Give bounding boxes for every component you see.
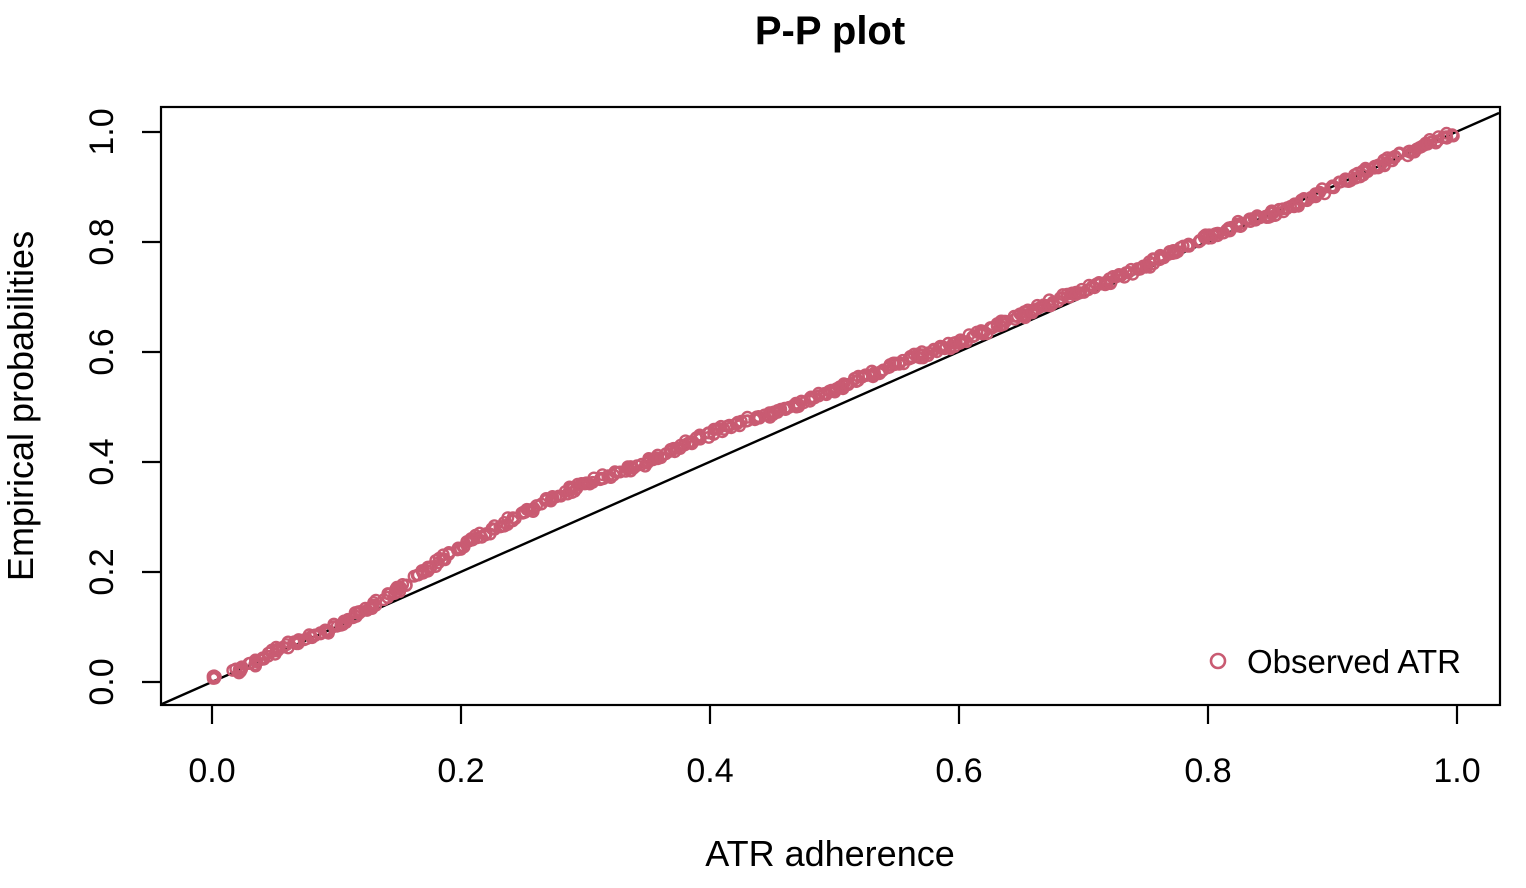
- data-point: [341, 612, 355, 626]
- legend-open-circle-marker: [1209, 652, 1227, 670]
- data-point: [578, 477, 592, 491]
- data-point: [1402, 144, 1416, 158]
- data-point: [1143, 260, 1157, 274]
- data-point: [812, 389, 826, 403]
- data-point: [1034, 300, 1048, 314]
- data-point: [1247, 212, 1261, 226]
- chart-title: P-P plot: [755, 9, 905, 53]
- data-points-group: [206, 126, 1460, 685]
- x-tick-label: 1.0: [1433, 752, 1480, 790]
- x-axis: 0.0 0.2 0.4 0.6 0.8 1.0: [188, 706, 1481, 790]
- data-point: [693, 432, 707, 446]
- data-point: [822, 384, 836, 398]
- data-point: [546, 491, 560, 505]
- x-tick-label: 0.6: [935, 752, 982, 790]
- y-tick-label: 0.0: [83, 658, 121, 705]
- data-point: [399, 579, 413, 593]
- x-tick-label: 0.2: [437, 752, 484, 790]
- legend-label: Observed ATR: [1247, 643, 1461, 680]
- data-point: [526, 505, 540, 519]
- data-point: [1051, 294, 1065, 308]
- data-point: [1018, 308, 1032, 322]
- data-point: [1291, 199, 1305, 213]
- data-point: [1446, 129, 1460, 143]
- plot-box: [159, 105, 1502, 707]
- legend: Observed ATR: [1209, 643, 1461, 680]
- x-axis-title: ATR adherence: [705, 833, 954, 874]
- data-point: [767, 405, 781, 419]
- data-point: [1202, 228, 1216, 242]
- data-point: [232, 663, 246, 677]
- y-tick-label: 0.6: [83, 328, 121, 375]
- data-point: [233, 664, 247, 678]
- data-point: [654, 451, 668, 465]
- data-point: [1060, 287, 1074, 301]
- data-point: [892, 357, 906, 371]
- data-point: [207, 669, 221, 683]
- data-point: [1342, 174, 1356, 188]
- data-point: [1439, 126, 1453, 140]
- data-point: [554, 489, 568, 503]
- data-point: [995, 314, 1009, 328]
- y-axis-title: Empirical probabilities: [0, 231, 41, 581]
- y-tick-label: 1.0: [83, 108, 121, 155]
- x-tick-label: 0.4: [686, 752, 733, 790]
- x-tick-label: 0.0: [188, 752, 235, 790]
- y-axis: 0.0 0.2 0.4 0.6 0.8 1.0: [83, 108, 160, 706]
- x-tick-label: 0.8: [1184, 752, 1231, 790]
- data-point: [436, 548, 450, 562]
- data-point: [568, 484, 582, 498]
- y-tick-label: 0.4: [83, 438, 121, 485]
- y-tick-label: 0.2: [83, 548, 121, 595]
- data-point: [369, 593, 383, 607]
- data-point: [248, 653, 262, 667]
- y-tick-label: 0.8: [83, 218, 121, 265]
- data-point: [416, 564, 430, 578]
